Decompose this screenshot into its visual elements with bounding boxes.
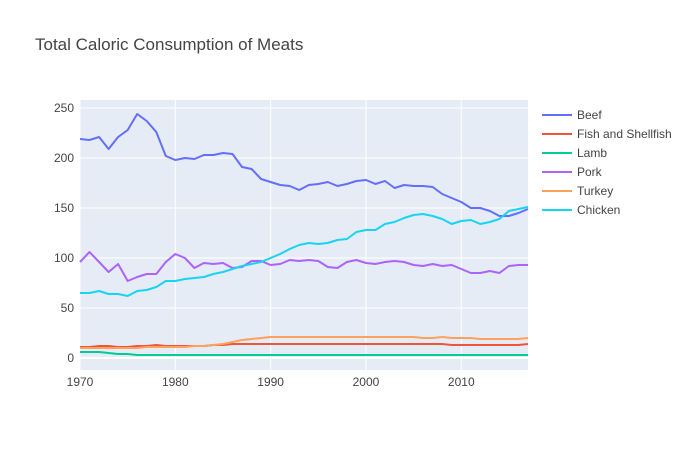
x-tick-label: 1990 bbox=[257, 375, 284, 389]
series-line-lamb bbox=[80, 351, 528, 356]
legend-label: Pork bbox=[577, 165, 603, 179]
legend-label: Fish and Shellfish bbox=[577, 127, 672, 141]
series-line-chicken bbox=[80, 206, 529, 297]
gridlines bbox=[79, 100, 528, 370]
legend-item-lamb[interactable]: Lamb bbox=[542, 146, 607, 160]
y-tick-label: 250 bbox=[54, 101, 74, 115]
legend-label: Turkey bbox=[577, 184, 613, 198]
legend-label: Chicken bbox=[577, 203, 620, 217]
series-line-fish-and-shellfish bbox=[80, 343, 529, 348]
y-tick-label: 50 bbox=[61, 301, 75, 315]
legend-label: Beef bbox=[577, 108, 602, 122]
legend-item-fish-and-shellfish[interactable]: Fish and Shellfish bbox=[542, 127, 672, 141]
x-tick-label: 2000 bbox=[353, 375, 380, 389]
series-line-pork bbox=[79, 251, 528, 282]
series-lines bbox=[79, 113, 529, 356]
legend-label: Lamb bbox=[577, 146, 607, 160]
legend-item-chicken[interactable]: Chicken bbox=[542, 203, 620, 217]
y-tick-label: 0 bbox=[67, 351, 74, 365]
chart-title: Total Caloric Consumption of Meats bbox=[35, 35, 303, 54]
x-tick-label: 1980 bbox=[162, 375, 189, 389]
legend-item-beef[interactable]: Beef bbox=[542, 108, 602, 122]
plot-area bbox=[80, 100, 528, 370]
x-tick-label: 1970 bbox=[67, 375, 94, 389]
y-tick-label: 200 bbox=[54, 151, 74, 165]
legend-item-pork[interactable]: Pork bbox=[542, 165, 603, 179]
y-tick-label: 100 bbox=[54, 251, 74, 265]
y-axis-ticks: 0 50 100 150 200 250 bbox=[54, 101, 74, 365]
x-tick-label: 2010 bbox=[448, 375, 475, 389]
legend[interactable]: Beef Fish and Shellfish Lamb Pork Turkey Chic… bbox=[542, 108, 672, 217]
y-tick-label: 150 bbox=[54, 201, 74, 215]
series-line-turkey bbox=[80, 336, 529, 349]
x-axis-ticks: 1970 1980 1990 2000 2010 bbox=[67, 375, 475, 389]
legend-item-turkey[interactable]: Turkey bbox=[542, 184, 613, 198]
series-line-beef bbox=[79, 113, 529, 217]
